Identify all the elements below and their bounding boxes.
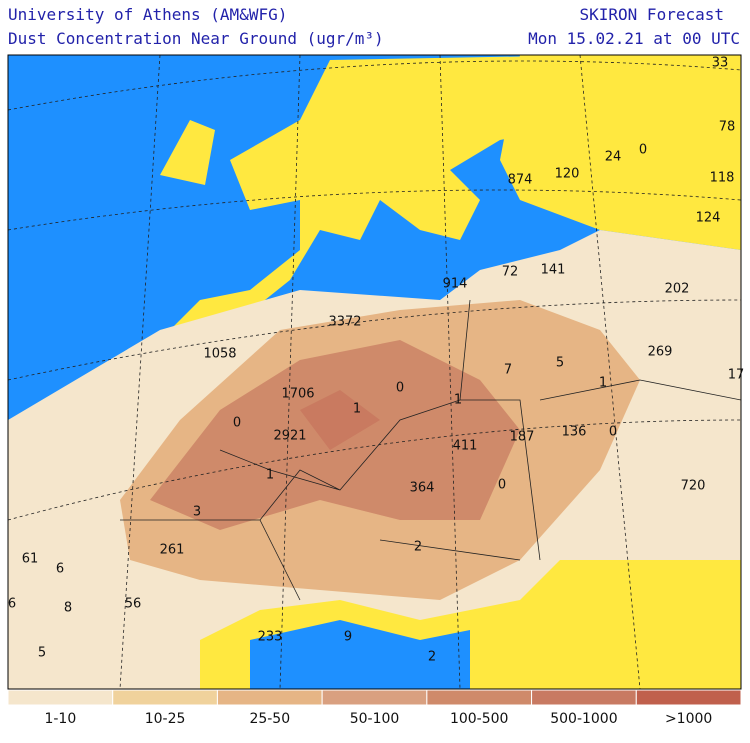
map-value: 1 xyxy=(266,468,274,483)
gulf xyxy=(250,620,470,689)
map-value: 0 xyxy=(233,416,241,431)
britain xyxy=(160,120,215,185)
header-model: SKIRON Forecast xyxy=(580,5,725,24)
map-value: 78 xyxy=(719,120,736,135)
legend-label: 100-500 xyxy=(450,711,509,727)
map-value: 124 xyxy=(696,211,721,226)
map-value: 0 xyxy=(396,381,404,396)
legend-label: >1000 xyxy=(665,711,712,727)
dust-peak xyxy=(300,390,380,450)
map-value: 202 xyxy=(665,282,690,297)
legend: 1-10 10-25 25-50 50-100 100-500 500-1000 >1000 xyxy=(7,689,742,727)
map-value: 2 xyxy=(428,650,436,665)
map-value: 136 xyxy=(562,425,587,440)
legend-swatch xyxy=(635,689,742,706)
map-value: 0 xyxy=(639,143,647,158)
map-value: 2 xyxy=(414,540,422,555)
header-date: Mon 15.02.21 at 00 UTC xyxy=(528,29,740,48)
map-labels: 33 78 0 24 118 874 120 124 914 72 141 20… xyxy=(8,56,744,665)
map-value: 720 xyxy=(681,479,706,494)
map-value: 1706 xyxy=(281,387,314,402)
east-land xyxy=(500,55,741,250)
legend-label: 500-1000 xyxy=(550,711,617,727)
map-value: 411 xyxy=(453,439,478,454)
map-value: 141 xyxy=(541,263,566,278)
map-value: 5 xyxy=(556,356,564,371)
legend-label: 1-10 xyxy=(44,711,76,727)
map-value: 1 xyxy=(454,393,462,408)
map-value: 364 xyxy=(410,481,435,496)
map-value: 6 xyxy=(8,597,16,612)
map-value: 1 xyxy=(353,402,361,417)
legend-label: 50-100 xyxy=(350,711,400,727)
legend-swatch xyxy=(112,689,218,706)
map-value: 0 xyxy=(609,425,617,440)
map-value: 1 xyxy=(599,376,607,391)
map-value: 24 xyxy=(605,150,622,165)
map-value: 5 xyxy=(38,646,46,661)
map-value: 6 xyxy=(56,562,64,577)
map-value: 17 xyxy=(728,368,745,383)
map-value: 233 xyxy=(258,630,283,645)
legend-swatch xyxy=(7,689,114,706)
map-value: 3 xyxy=(193,505,201,520)
legend-label: 10-25 xyxy=(145,711,186,727)
legend-swatch xyxy=(531,689,637,706)
legend-label: 25-50 xyxy=(249,711,290,727)
legend-swatch xyxy=(426,689,533,706)
legend-swatch xyxy=(216,689,323,706)
map-value: 120 xyxy=(555,167,580,182)
map-value: 0 xyxy=(498,478,506,493)
map-value: 8 xyxy=(64,601,72,616)
header-subtitle: Dust Concentration Near Ground (ugr/m³) xyxy=(8,29,384,48)
map-value: 118 xyxy=(710,171,735,186)
map-value: 72 xyxy=(502,265,519,280)
map-value: 914 xyxy=(443,277,468,292)
map-value: 61 xyxy=(22,552,39,567)
europe xyxy=(160,55,600,340)
map-value: 9 xyxy=(344,630,352,645)
map xyxy=(7,54,742,690)
map-value: 187 xyxy=(510,430,535,445)
map-value: 261 xyxy=(160,543,185,558)
map-value: 56 xyxy=(125,597,142,612)
map-value: 269 xyxy=(648,345,673,360)
header-title: University of Athens (AM&WFG) xyxy=(8,5,287,24)
map-value: 7 xyxy=(504,363,512,378)
map-value: 874 xyxy=(508,173,533,188)
map-value: 33 xyxy=(712,56,729,71)
map-value: 3372 xyxy=(328,315,361,330)
legend-swatch xyxy=(321,689,428,706)
map-value: 1058 xyxy=(203,347,236,362)
map-value: 2921 xyxy=(273,429,306,444)
